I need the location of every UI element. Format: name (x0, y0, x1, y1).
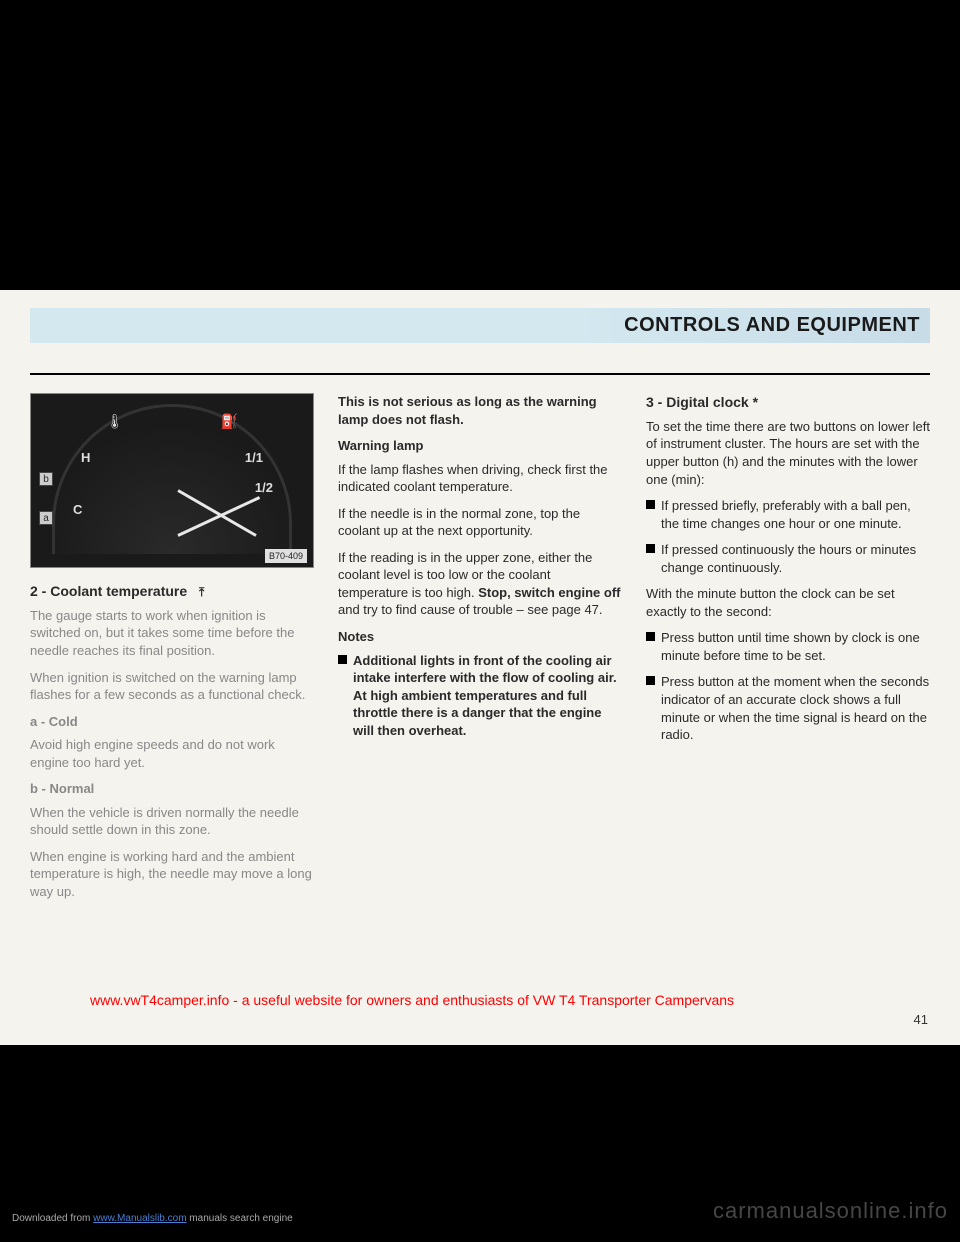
footer-download: Downloaded from www.Manualslib.com manua… (12, 1213, 293, 1224)
col1-p5: When engine is working hard and the ambi… (30, 848, 314, 901)
label-full: 1/1 (245, 449, 263, 467)
temp-symbol: ⤒ (199, 584, 204, 600)
watermark: carmanualsonline.info (713, 1198, 948, 1224)
col3-bullet4: Press button at the moment when the seco… (646, 673, 930, 743)
header-band: CONTROLS AND EQUIPMENT (30, 308, 930, 343)
footer-pre: Downloaded from (12, 1213, 93, 1224)
col1-p4: When the vehicle is driven normally the … (30, 804, 314, 839)
col2-bullet1-text: Additional lights in front of the coolin… (353, 652, 622, 740)
col3-bullet1-text: If pressed briefly, preferably with a ba… (661, 497, 930, 532)
bullet-icon (646, 632, 655, 641)
page-header: CONTROLS AND EQUIPMENT (40, 314, 920, 337)
marker-a: a (39, 511, 53, 525)
page-number: 41 (914, 1012, 928, 1027)
heading-text: 2 - Coolant temperature (30, 583, 187, 599)
col2-p2: If the lamp flashes when driving, check … (338, 461, 622, 496)
col3-bullet2: If pressed continuously the hours or min… (646, 541, 930, 576)
image-ref: B70-409 (265, 549, 307, 563)
col3-p2: With the minute button the clock can be … (646, 585, 930, 620)
label-c: C (73, 501, 82, 519)
col2-sub1: Warning lamp (338, 437, 622, 455)
col2-bullet1: Additional lights in front of the coolin… (338, 652, 622, 740)
marker-b: b (39, 472, 53, 486)
col3-bullet3-text: Press button until time shown by clock i… (661, 629, 930, 664)
fuel-icon: ⛽ (221, 412, 238, 431)
temp-icon: 🌡 (106, 412, 124, 431)
col3-bullet1: If pressed briefly, preferably with a ba… (646, 497, 930, 532)
label-half: 1/2 (255, 479, 273, 497)
col2-p4: If the reading is in the upper zone, eit… (338, 549, 622, 619)
bullet-icon (646, 544, 655, 553)
footer-post: manuals search engine (187, 1213, 293, 1224)
col1-heading: 2 - Coolant temperature ⤒ (30, 582, 314, 601)
column-3: 3 - Digital clock * To set the time ther… (646, 393, 930, 910)
col3-bullet3: Press button until time shown by clock i… (646, 629, 930, 664)
bullet-icon (338, 655, 347, 664)
divider (30, 373, 930, 375)
label-h: H (81, 449, 90, 467)
col1-p3: Avoid high engine speeds and do not work… (30, 736, 314, 771)
gauge-illustration: 🌡 ⛽ H C 1/1 1/2 b a B70-409 (30, 393, 314, 568)
col1-p1: The gauge starts to work when ignition i… (30, 607, 314, 660)
col2-p4c: and try to find cause of trouble – see p… (338, 602, 603, 617)
col2-p3: If the needle is in the normal zone, top… (338, 505, 622, 540)
col1-sub-a: a - Cold (30, 713, 314, 731)
bullet-icon (646, 676, 655, 685)
col3-bullet4-text: Press button at the moment when the seco… (661, 673, 930, 743)
col3-heading: 3 - Digital clock * (646, 393, 930, 412)
col3-p1: To set the time there are two buttons on… (646, 418, 930, 488)
column-2: This is not serious as long as the warni… (338, 393, 622, 910)
col1-sub-b: b - Normal (30, 780, 314, 798)
content-columns: 🌡 ⛽ H C 1/1 1/2 b a B70-409 2 - Coolant … (30, 393, 930, 910)
overlay-text: www.vwT4camper.info - a useful website f… (90, 992, 734, 1008)
col2-p1: This is not serious as long as the warni… (338, 393, 622, 428)
col2-p4b: Stop, switch engine off (478, 585, 620, 600)
col2-sub2: Notes (338, 628, 622, 646)
bullet-icon (646, 500, 655, 509)
column-1: 🌡 ⛽ H C 1/1 1/2 b a B70-409 2 - Coolant … (30, 393, 314, 910)
footer-link[interactable]: www.Manualslib.com (93, 1213, 186, 1224)
col3-bullet2-text: If pressed continuously the hours or min… (661, 541, 930, 576)
manual-page: CONTROLS AND EQUIPMENT 🌡 ⛽ H C 1/1 1/2 b… (0, 290, 960, 1045)
col1-p2: When ignition is switched on the warning… (30, 669, 314, 704)
